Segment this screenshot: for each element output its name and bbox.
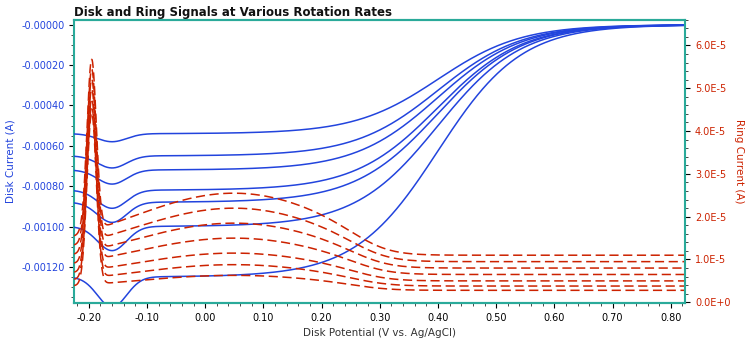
- Y-axis label: Ring Current (A): Ring Current (A): [734, 119, 745, 204]
- Text: Disk and Ring Signals at Various Rotation Rates: Disk and Ring Signals at Various Rotatio…: [74, 6, 392, 19]
- Y-axis label: Disk Current (A): Disk Current (A): [5, 120, 16, 203]
- X-axis label: Disk Potential (V vs. Ag/AgCl): Disk Potential (V vs. Ag/AgCl): [303, 329, 456, 338]
